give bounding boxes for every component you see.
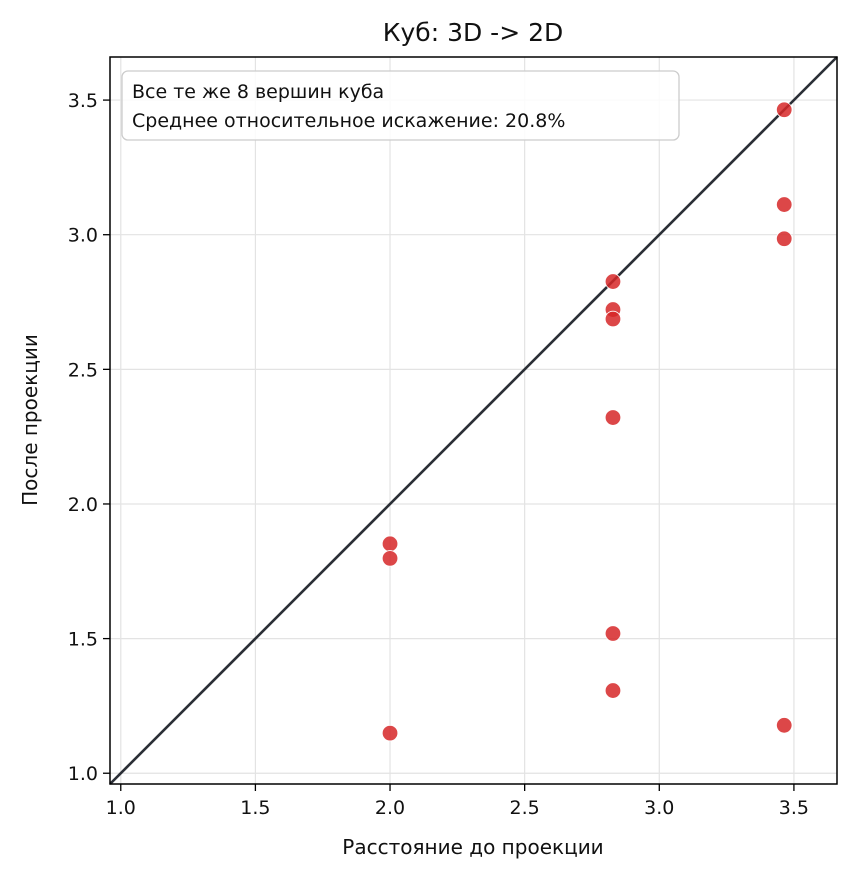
x-axis-ticks: 1.0 1.5 2.0 2.5 3.0 3.5 [106, 784, 809, 819]
annotation-line-2: Среднее относительное искажение: 20.8% [132, 110, 565, 132]
reference-line [109, 56, 838, 785]
y-tick-label-1: 1.5 [68, 629, 98, 651]
annotation-box: Все те же 8 вершин куба Среднее относите… [121, 70, 680, 141]
chart-title: Куб: 3D -> 2D [383, 18, 564, 47]
annotation-background [121, 70, 680, 141]
y-axis-ticks: 1.0 1.5 2.0 2.5 3.0 3.5 [68, 90, 110, 785]
reference-line-group [109, 56, 838, 785]
plot-frame [109, 56, 838, 785]
x-tick-label-1: 1.5 [240, 797, 270, 819]
data-point-0 [381, 535, 399, 553]
x-tick-label-3: 2.5 [510, 797, 540, 819]
data-point-6 [604, 409, 622, 426]
data-point-1 [381, 550, 399, 567]
data-points [381, 101, 793, 742]
data-point-9 [776, 101, 793, 118]
y-tick-label-4: 3.0 [68, 225, 98, 247]
x-tick-label-2: 2.0 [375, 797, 405, 819]
data-point-11 [776, 230, 793, 247]
x-tick-label-4: 3.0 [644, 797, 674, 819]
y-tick-label-0: 1.0 [68, 763, 98, 785]
annotation-line-1: Все те же 8 вершин куба [132, 81, 384, 103]
y-tick-label-2: 2.0 [68, 494, 98, 516]
x-axis-label: Расстояние до проекции [342, 835, 603, 859]
data-point-2 [381, 724, 399, 742]
x-tick-label-0: 1.0 [106, 797, 136, 819]
y-axis-label: После проекции [18, 334, 42, 506]
y-tick-label-3: 2.5 [68, 359, 98, 381]
data-point-12 [776, 717, 793, 734]
data-point-3 [604, 273, 622, 290]
data-point-10 [776, 196, 793, 213]
data-point-8 [604, 682, 622, 699]
x-tick-label-5: 3.5 [779, 797, 809, 819]
data-point-5 [604, 310, 622, 328]
data-point-7 [604, 625, 622, 642]
y-tick-label-5: 3.5 [68, 90, 98, 112]
